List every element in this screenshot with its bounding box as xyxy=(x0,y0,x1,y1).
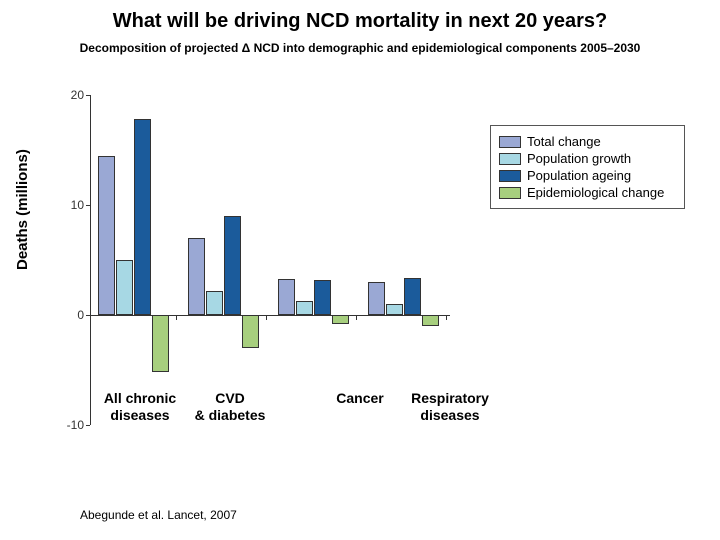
bar-epi xyxy=(242,315,259,348)
bar-growth xyxy=(206,291,223,315)
bar-total xyxy=(188,238,205,315)
bar-total xyxy=(278,279,295,315)
legend-row: Population growth xyxy=(499,151,676,166)
bar-epi xyxy=(332,315,349,324)
bar-ageing xyxy=(134,119,151,315)
legend-swatch xyxy=(499,153,521,165)
bar-growth xyxy=(116,260,133,315)
legend-label: Epidemiological change xyxy=(527,185,664,200)
x-axis-line xyxy=(90,315,450,316)
bar-epi xyxy=(152,315,169,372)
legend-swatch xyxy=(499,136,521,148)
bar-ageing xyxy=(404,278,421,315)
category-label-line2: diseases xyxy=(395,407,505,424)
bar-ageing xyxy=(224,216,241,315)
legend-row: Epidemiological change xyxy=(499,185,676,200)
legend-label: Total change xyxy=(527,134,601,149)
chart-area: -1001020All chronicdiseasesCVD& diabetes… xyxy=(90,75,670,475)
y-tick-mark xyxy=(86,425,90,426)
group-tick xyxy=(446,315,447,320)
bar-total xyxy=(98,156,115,316)
page-title: What will be driving NCD mortality in ne… xyxy=(0,0,720,33)
legend-label: Population growth xyxy=(527,151,631,166)
subtitle: Decomposition of projected Δ NCD into de… xyxy=(0,33,720,55)
category-label-line1: CVD xyxy=(175,390,285,407)
bar-growth xyxy=(296,301,313,315)
legend-label: Population ageing xyxy=(527,168,631,183)
category-label: CVD& diabetes xyxy=(175,390,285,424)
bar-epi xyxy=(422,315,439,326)
group-tick xyxy=(266,315,267,320)
legend-row: Total change xyxy=(499,134,676,149)
legend-swatch xyxy=(499,170,521,182)
category-label-line2: & diabetes xyxy=(175,407,285,424)
y-axis-label: Deaths (millions) xyxy=(14,149,31,270)
bar-plot: -1001020All chronicdiseasesCVD& diabetes… xyxy=(90,75,470,415)
group-tick xyxy=(356,315,357,320)
bar-total xyxy=(368,282,385,315)
y-tick-label: 20 xyxy=(62,88,84,102)
category-label: Respiratorydiseases xyxy=(395,390,505,424)
bar-growth xyxy=(386,304,403,315)
y-axis-line xyxy=(90,95,91,425)
y-tick-label: -10 xyxy=(62,418,84,432)
y-tick-label: 0 xyxy=(62,308,84,322)
legend-swatch xyxy=(499,187,521,199)
group-tick xyxy=(176,315,177,320)
legend-row: Population ageing xyxy=(499,168,676,183)
category-label-line1: Respiratory xyxy=(395,390,505,407)
y-tick-label: 10 xyxy=(62,198,84,212)
citation: Abegunde et al. Lancet, 2007 xyxy=(80,508,237,522)
bar-ageing xyxy=(314,280,331,315)
legend: Total change Population growth Population … xyxy=(490,125,685,209)
